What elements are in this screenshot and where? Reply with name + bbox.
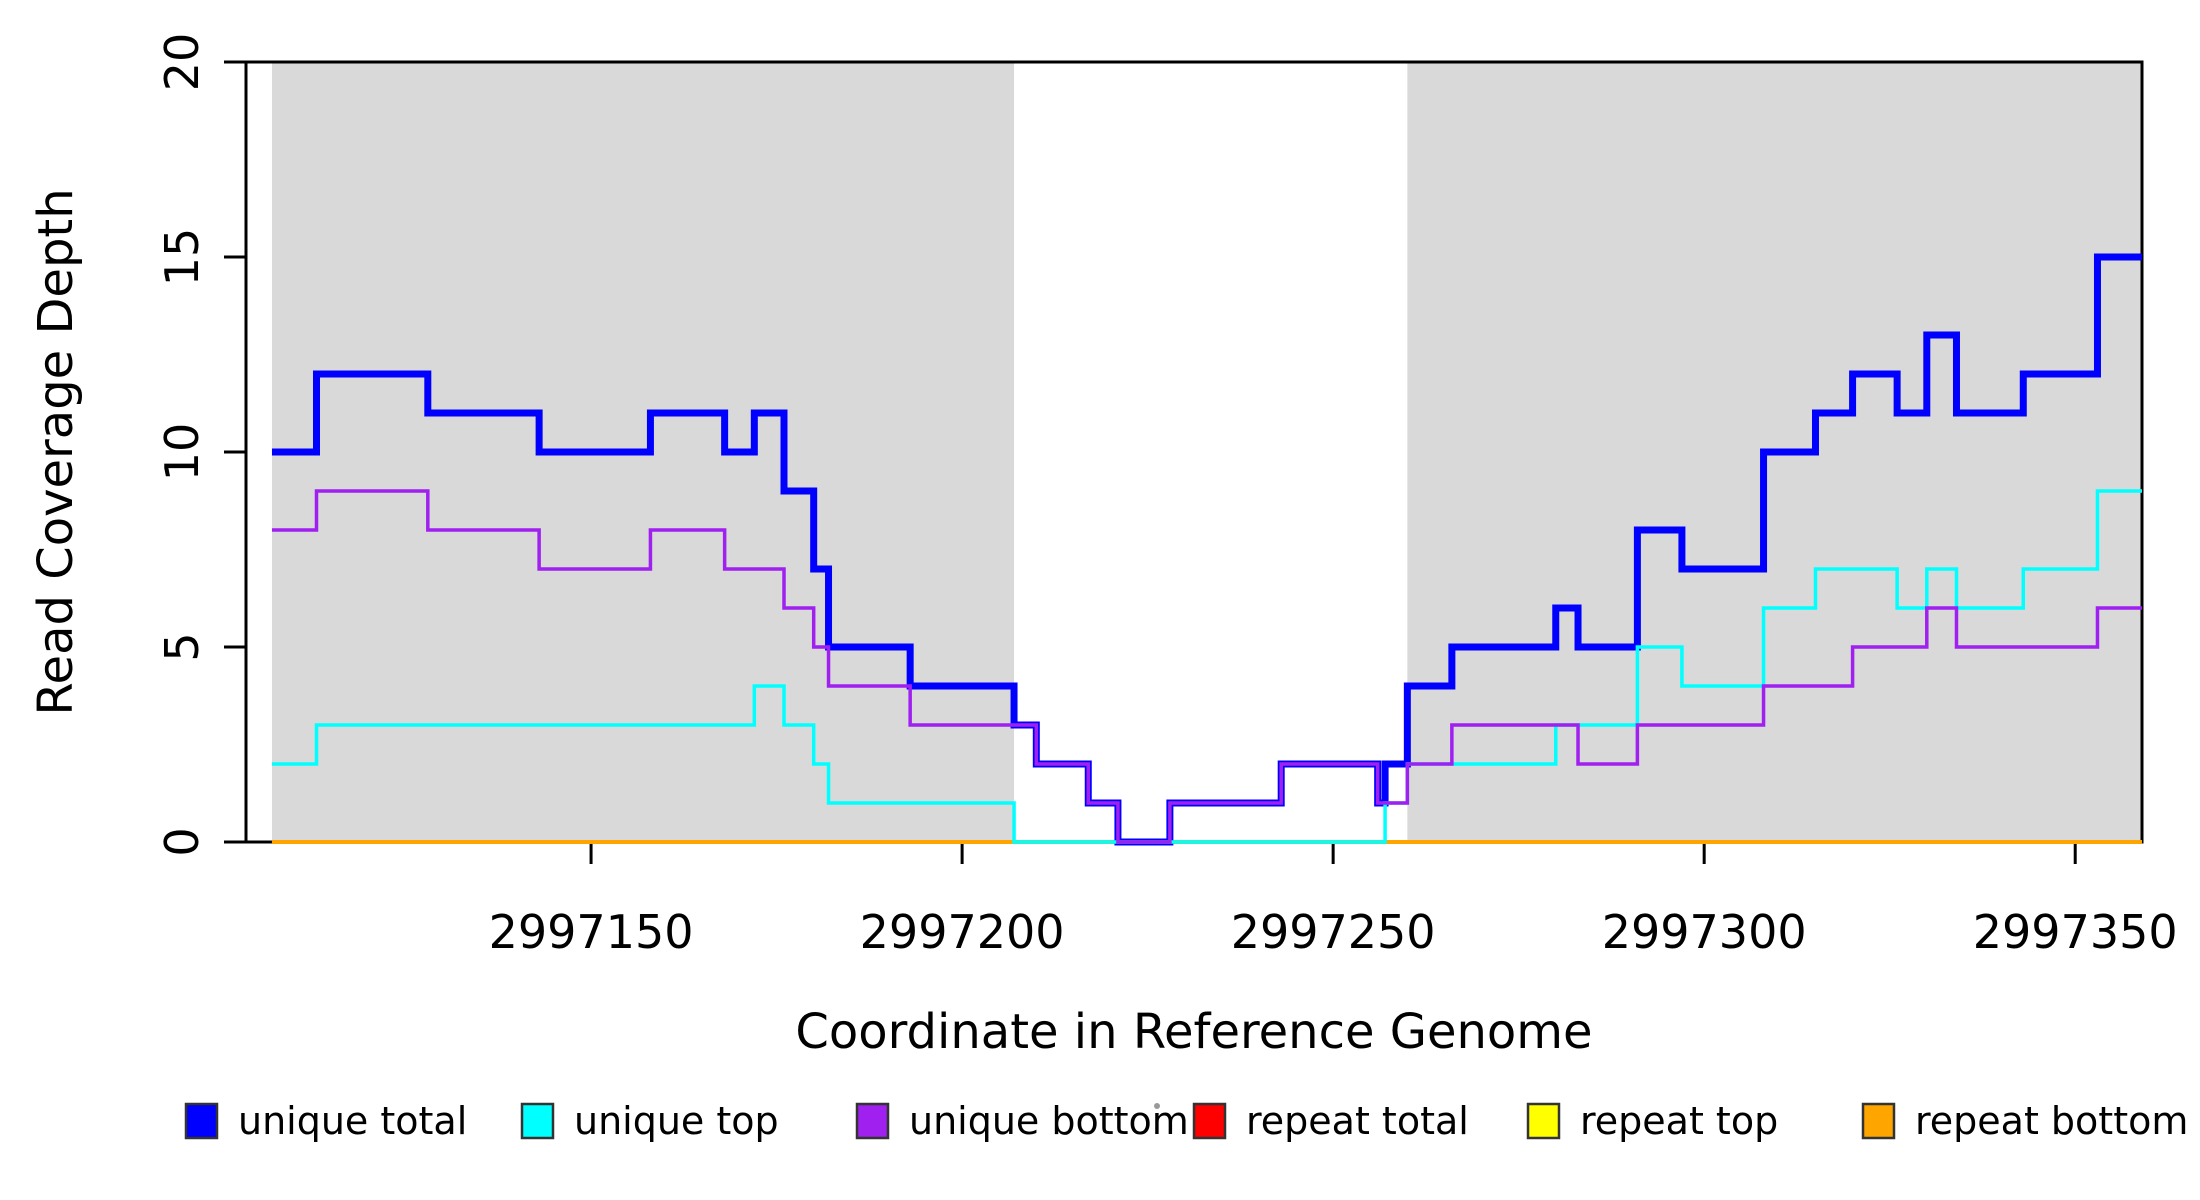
legend-label-unique-top: unique top	[574, 1099, 779, 1143]
series-line-unique-top	[271, 489, 2142, 844]
legend-item-unique-top: unique top	[520, 1099, 779, 1143]
y-axis-title: Read Coverage Depth	[28, 188, 84, 715]
legend-swatch-repeat-total	[1192, 1102, 1227, 1140]
legend-label-unique-bottom: unique bottom	[909, 1099, 1189, 1143]
y-tick-label: 0	[155, 827, 209, 856]
legend-label-unique-total: unique total	[238, 1099, 467, 1143]
legend-label-repeat-top: repeat top	[1580, 1099, 1778, 1143]
y-tick-label: 10	[155, 423, 209, 482]
axis-ticks-layer	[224, 60, 2077, 864]
legend-swatch-unique-bottom	[855, 1102, 890, 1140]
series-lines-layer	[271, 253, 2142, 846]
x-tick-label: 2997200	[860, 905, 1065, 959]
x-tick-label: 2997300	[1602, 905, 1807, 959]
legend: unique total unique top unique bottom repea…	[184, 1099, 2188, 1143]
legend-label-repeat-total: repeat total	[1246, 1099, 1469, 1143]
legend-item-unique-total: unique total	[184, 1099, 467, 1143]
x-tick-label: 2997350	[1973, 905, 2178, 959]
legend-swatch-unique-total	[184, 1102, 219, 1140]
y-tick-label: 5	[155, 632, 209, 661]
series-line-unique-bottom	[271, 489, 2142, 844]
stray-dot-artifact	[1154, 1103, 1160, 1109]
legend-item-repeat-total: repeat total	[1192, 1099, 1469, 1143]
legend-swatch-repeat-bottom	[1861, 1102, 1896, 1140]
legend-swatch-unique-top	[520, 1102, 555, 1140]
y-tick-label: 15	[155, 228, 209, 287]
x-tick-label: 2997150	[489, 905, 694, 959]
y-tick-label: 20	[155, 33, 209, 92]
legend-item-unique-bottom: unique bottom	[855, 1099, 1189, 1143]
x-axis-title: Coordinate in Reference Genome	[795, 1004, 1592, 1060]
legend-swatch-repeat-top	[1526, 1102, 1561, 1140]
x-tick-label: 2997250	[1231, 905, 1436, 959]
legend-item-repeat-bottom: repeat bottom	[1861, 1099, 2188, 1143]
legend-label-repeat-bottom: repeat bottom	[1915, 1099, 2188, 1143]
tick-labels-layer: 2997150 2997200 2997250 2997300 2997350 0 5 10 1…	[155, 33, 2178, 959]
legend-item-repeat-top: repeat top	[1526, 1099, 1778, 1143]
